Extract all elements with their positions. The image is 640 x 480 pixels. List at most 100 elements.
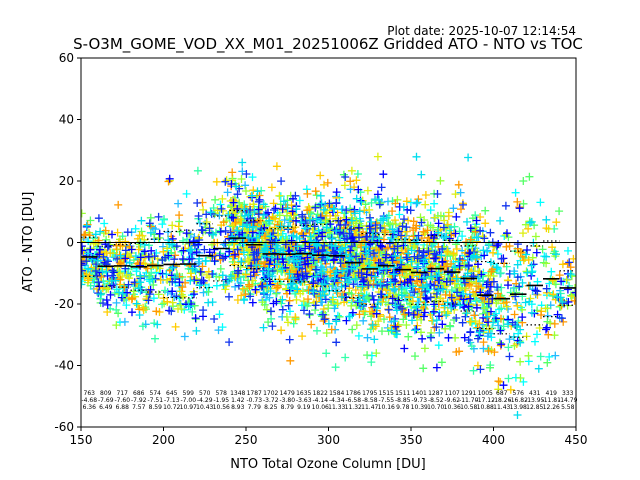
bin-std-label: 10.39 (411, 404, 428, 411)
bin-n-label: 576 (513, 390, 525, 397)
bin-mean-label: -18.26 (492, 397, 512, 404)
bin-std-label: 12.85 (526, 404, 543, 411)
bin-mean-label: -0.73 (246, 397, 262, 404)
bin-mean-label: -9.73 (411, 397, 427, 404)
bin-n-label: 599 (183, 390, 195, 397)
bin-mean-label: -3.63 (296, 397, 312, 404)
bin-std-label: 10.70 (427, 404, 444, 411)
bin-statistics (81, 209, 576, 338)
bin-std-label: 8.93 (231, 404, 245, 411)
bin-mean-label: -3.80 (279, 397, 295, 404)
bin-mean-label: -17.12 (476, 397, 496, 404)
bin-n-label: 1291 (461, 390, 476, 397)
bin-mean-label: -9.62 (444, 397, 460, 404)
bin-std-label: 7.57 (132, 404, 146, 411)
bin-n-label: 1635 (296, 390, 311, 397)
bin-mean-label: -7.00 (180, 397, 196, 404)
bin-n-label: 1005 (478, 390, 493, 397)
bin-mean-label: -7.51 (147, 397, 163, 404)
x-axis-label: NTO Total Ozone Column [DU] (230, 457, 426, 472)
bin-std-label: 6.49 (99, 404, 113, 411)
y-tick-label: 0 (66, 236, 74, 250)
bin-n-label: 687 (496, 390, 508, 397)
bin-n-label: 578 (216, 390, 228, 397)
bin-mean-label: -3.72 (263, 397, 279, 404)
x-tick-label: 150 (70, 433, 93, 447)
bin-std-label: 7.79 (248, 404, 262, 411)
y-tick-label: 20 (59, 174, 74, 188)
y-tick-label: -40 (54, 359, 74, 373)
bin-mean-label: -11.70 (459, 397, 479, 404)
bin-mean-label: -7.92 (131, 397, 147, 404)
bin-mean-label: -16.82 (509, 397, 529, 404)
bin-std-label: 10.43 (196, 404, 213, 411)
bin-std-label: 13.98 (510, 404, 527, 411)
bin-n-label: 763 (84, 390, 96, 397)
bin-std-label: 8.79 (281, 404, 295, 411)
bin-n-label: 431 (529, 390, 541, 397)
bin-std-label: 10.72 (163, 404, 180, 411)
bin-mean-label: -13.95 (525, 397, 545, 404)
bin-std-label: 10.58 (460, 404, 477, 411)
bin-count-labels: 763-4.686.36809-7.696.49717-7.606.88686-… (81, 390, 577, 411)
bin-std-label: 9.19 (297, 404, 311, 411)
y-axis-label: ATO - NTO [DU] (21, 192, 36, 293)
y-axis-ticks: -60 -40 -20 0 20 40 60 (54, 51, 81, 434)
bin-std-label: 10.16 (378, 404, 395, 411)
bin-n-label: 419 (546, 390, 558, 397)
bin-mean-label: -6.58 (345, 397, 361, 404)
bin-n-label: 574 (150, 390, 162, 397)
bin-n-label: 1787 (247, 390, 262, 397)
x-tick-label: 350 (400, 433, 423, 447)
bin-mean-label: -7.13 (164, 397, 180, 404)
bin-std-label: 6.36 (83, 404, 97, 411)
x-tick-label: 300 (317, 433, 340, 447)
bin-std-label: 8.25 (264, 404, 278, 411)
bin-n-label: 1795 (362, 390, 377, 397)
bin-mean-label: -4.34 (329, 397, 345, 404)
bin-std-label: 11.47 (361, 404, 378, 411)
bin-mean-label: -14.79 (558, 397, 578, 404)
y-tick-label: 40 (59, 113, 74, 127)
x-tick-label: 200 (152, 433, 175, 447)
bin-n-label: 1702 (263, 390, 278, 397)
bin-n-label: 1511 (395, 390, 410, 397)
bin-std-label: 11.43 (493, 404, 510, 411)
bin-n-label: 809 (100, 390, 112, 397)
bin-mean-label: -8.85 (395, 397, 411, 404)
plot-date: Plot date: 2025-10-07 12:14:54 (387, 24, 576, 38)
bin-mean-label: -8.52 (428, 397, 444, 404)
bin-n-label: 1107 (445, 390, 460, 397)
bin-n-label: 1479 (280, 390, 295, 397)
bin-n-label: 1786 (346, 390, 361, 397)
bin-mean-label: -4.29 (197, 397, 213, 404)
y-tick-label: 60 (59, 51, 74, 65)
bin-n-label: 333 (562, 390, 574, 397)
bin-std-label: 10.88 (477, 404, 494, 411)
bin-std-label: 12.26 (543, 404, 560, 411)
bin-n-label: 1584 (329, 390, 344, 397)
bin-std-label: 9.78 (396, 404, 410, 411)
bin-std-label: 11.33 (328, 404, 345, 411)
bin-n-label: 645 (166, 390, 178, 397)
bin-mean-label: -7.60 (114, 397, 130, 404)
bin-mean-label: -4.14 (312, 397, 328, 404)
bin-n-label: 1401 (412, 390, 427, 397)
bin-n-label: 1287 (428, 390, 443, 397)
bin-mean-label: -8.58 (362, 397, 378, 404)
bin-mean-label: -1.95 (213, 397, 229, 404)
bin-std-label: 11.32 (345, 404, 362, 411)
bin-mean-label: -4.68 (81, 397, 97, 404)
bin-std-label: 5.58 (561, 404, 575, 411)
bin-std-label: 6.88 (116, 404, 130, 411)
chart-title: S-O3M_GOME_VOD_XX_M01_20251006Z Gridded … (73, 35, 583, 54)
x-tick-label: 450 (565, 433, 588, 447)
bin-mean-label: -7.69 (98, 397, 114, 404)
y-tick-label: -20 (54, 297, 74, 311)
bin-n-label: 686 (133, 390, 145, 397)
bin-std-label: 10.36 (444, 404, 461, 411)
x-tick-label: 250 (235, 433, 258, 447)
bin-mean-label: -11.81 (542, 397, 562, 404)
bin-std-label: 10.06 (312, 404, 329, 411)
